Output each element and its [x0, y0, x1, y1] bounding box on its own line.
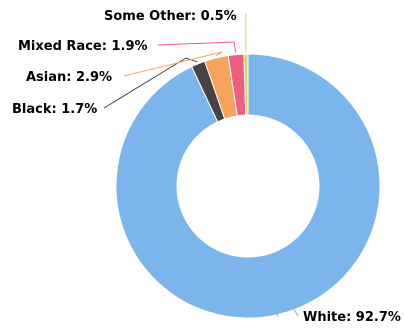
label-asian: Asian: 2.9% — [26, 70, 112, 85]
label-white: White: 92.7% — [303, 310, 401, 325]
label-some-other: Some Other: 0.5% — [104, 9, 237, 24]
label-black: Black: 1.7% — [12, 102, 97, 117]
connector-mixed-race — [158, 42, 236, 53]
label-mixed-race: Mixed Race: 1.9% — [18, 39, 148, 54]
slices-group — [116, 54, 380, 318]
